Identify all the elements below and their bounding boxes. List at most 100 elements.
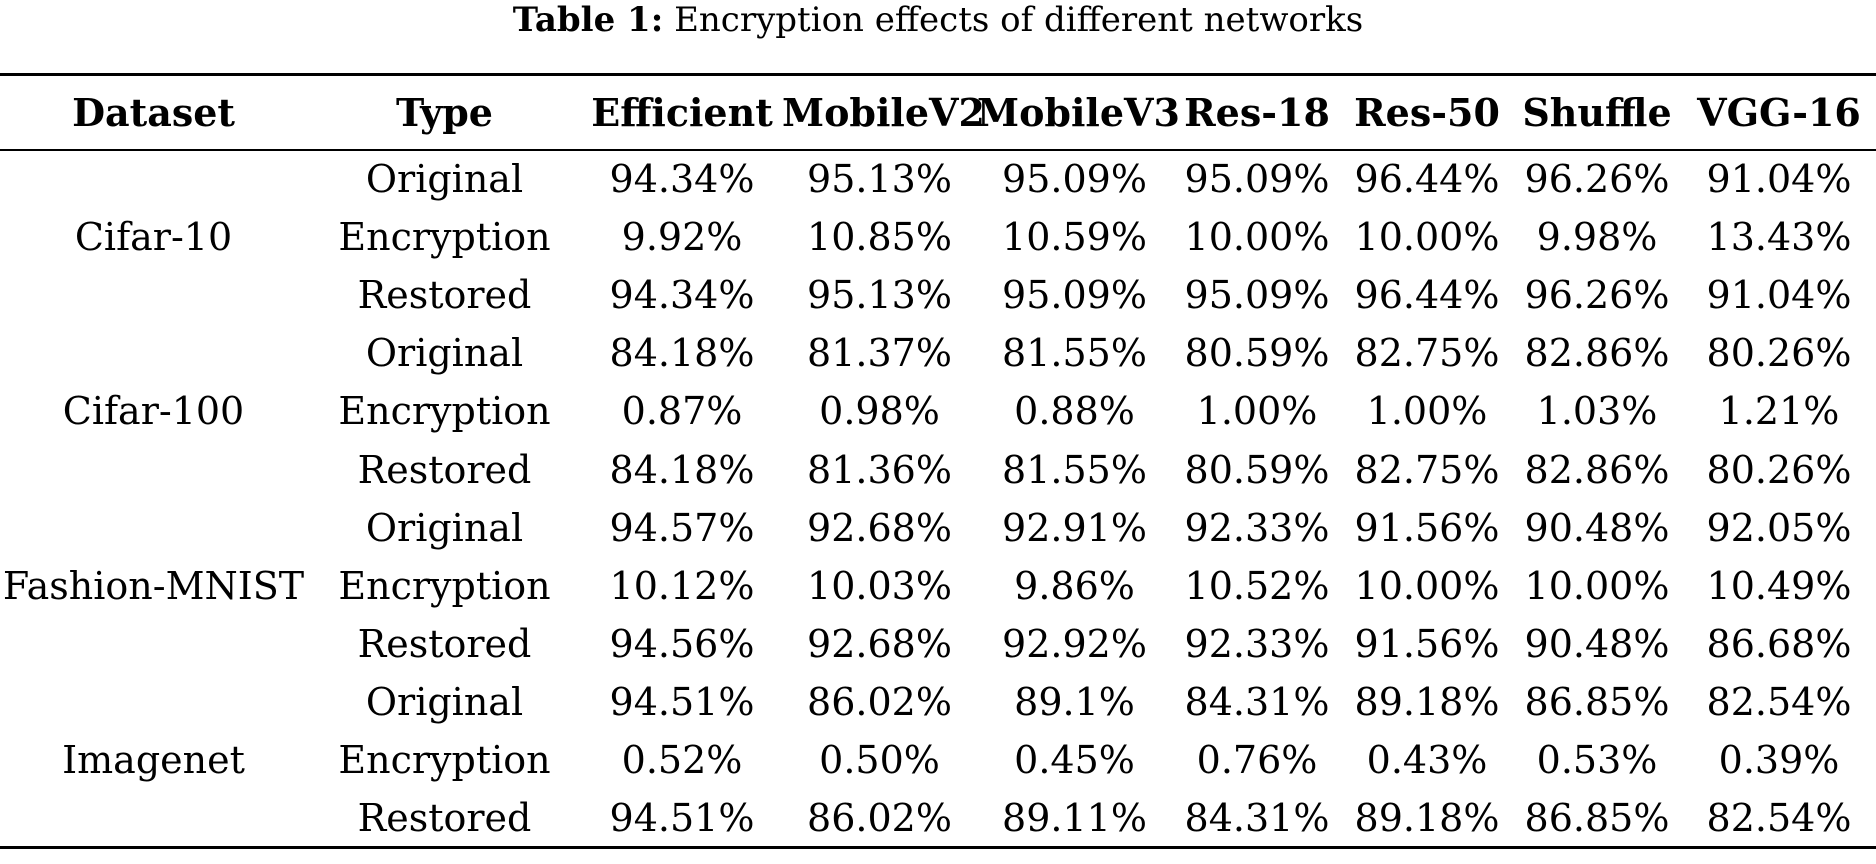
value-cell: 10.00%: [1184, 214, 1330, 259]
value-cell: 94.56%: [609, 622, 755, 667]
dataset-cell: Cifar-10: [74, 214, 233, 259]
table-row: Cifar-100 Encryption 0.87% 0.98% 0.88% 1.00% 1…: [0, 382, 1876, 440]
value-cell: 10.00%: [1354, 214, 1500, 259]
value-cell: 86.02%: [807, 680, 952, 725]
value-cell: 86.85%: [1512, 789, 1682, 850]
dataset-cell: [0, 499, 307, 557]
table-row: Original 84.18% 81.37% 81.55% 80.59% 82.75% 82…: [0, 324, 1876, 382]
dataset-cell: [0, 266, 307, 324]
value-cell: 10.03%: [807, 563, 952, 608]
type-cell: Original: [365, 505, 524, 550]
value-cell: 10.52%: [1184, 563, 1330, 608]
value-cell: 89.11%: [977, 789, 1172, 850]
value-cell: 94.51%: [609, 680, 755, 725]
value-cell: 9.98%: [1536, 214, 1658, 259]
value-cell: 96.26%: [1524, 272, 1670, 317]
header-cell-res-50: Res-50: [1342, 73, 1512, 151]
header-cell-res-18: Res-18: [1172, 73, 1342, 151]
value-cell: 0.87%: [621, 389, 743, 434]
value-cell: 82.86%: [1524, 331, 1670, 376]
type-cell: Encryption: [338, 389, 551, 434]
value-cell: 82.86%: [1524, 447, 1670, 492]
value-cell: 89.18%: [1342, 789, 1512, 850]
value-cell: 96.44%: [1354, 272, 1500, 317]
value-cell: 94.34%: [609, 157, 755, 202]
table-row: Cifar-10 Encryption 9.92% 10.85% 10.59% 10.00…: [0, 208, 1876, 266]
value-cell: 95.09%: [1184, 157, 1330, 202]
dataset-cell: [0, 324, 307, 382]
value-cell: 94.34%: [609, 272, 755, 317]
dataset-cell: Fashion-MNIST: [2, 563, 305, 608]
value-cell: 10.85%: [807, 214, 952, 259]
value-cell: 9.92%: [621, 214, 743, 259]
type-cell: Original: [365, 331, 524, 376]
value-cell: 92.05%: [1706, 505, 1852, 550]
table-row: Original 94.34% 95.13% 95.09% 95.09% 96.44% 96…: [0, 150, 1876, 208]
value-cell: 82.54%: [1682, 789, 1876, 850]
dataset-cell: [0, 673, 307, 731]
value-cell: 0.39%: [1718, 738, 1840, 783]
value-cell: 92.33%: [1184, 622, 1330, 667]
value-cell: 10.12%: [609, 563, 755, 608]
value-cell: 92.92%: [1002, 622, 1147, 667]
table-row: Restored 94.34% 95.13% 95.09% 95.09% 96.44% 96…: [0, 266, 1876, 324]
value-cell: 81.37%: [807, 331, 952, 376]
header-cell-dataset: Dataset: [0, 73, 307, 151]
value-cell: 91.04%: [1706, 157, 1852, 202]
value-cell: 80.59%: [1184, 447, 1330, 492]
value-cell: 13.43%: [1706, 214, 1852, 259]
value-cell: 10.00%: [1524, 563, 1670, 608]
results-table: Dataset Type Efficient MobileV2 MobileV3…: [0, 73, 1876, 850]
value-cell: 91.56%: [1354, 505, 1500, 550]
header-cell-efficient: Efficient: [582, 73, 782, 151]
value-cell: 1.21%: [1718, 389, 1840, 434]
value-cell: 84.31%: [1184, 680, 1330, 725]
value-cell: 95.09%: [1002, 272, 1147, 317]
table-row: Fashion-MNIST Encryption 10.12% 10.03% 9.86%…: [0, 557, 1876, 615]
value-cell: 1.03%: [1536, 389, 1658, 434]
header-cell-type: Type: [307, 73, 582, 151]
table-body: Original 94.34% 95.13% 95.09% 95.09% 96.44% 96…: [0, 150, 1876, 850]
value-cell: 86.68%: [1706, 622, 1852, 667]
value-cell: 0.53%: [1536, 738, 1658, 783]
value-cell: 0.45%: [1014, 738, 1135, 783]
table-row: Original 94.57% 92.68% 92.91% 92.33% 91.56% 90…: [0, 499, 1876, 557]
value-cell: 80.26%: [1706, 331, 1852, 376]
value-cell: 91.04%: [1706, 272, 1852, 317]
table-row: Restored 84.18% 81.36% 81.55% 80.59% 82.75% 82…: [0, 440, 1876, 498]
value-cell: 82.75%: [1354, 331, 1500, 376]
value-cell: 10.00%: [1354, 563, 1500, 608]
value-cell: 81.55%: [1002, 331, 1147, 376]
value-cell: 10.49%: [1706, 563, 1852, 608]
header-cell-vgg-16: VGG-16: [1682, 73, 1876, 151]
value-cell: 90.48%: [1524, 505, 1670, 550]
table-caption: Table 1: Encryption effects of different…: [0, 0, 1876, 44]
type-cell: Restored: [357, 272, 532, 317]
value-cell: 91.56%: [1354, 622, 1500, 667]
dataset-cell: [0, 440, 307, 498]
value-cell: 86.02%: [782, 789, 977, 850]
value-cell: 81.55%: [1002, 447, 1147, 492]
value-cell: 80.26%: [1706, 447, 1852, 492]
header-row: Dataset Type Efficient MobileV2 MobileV3…: [0, 73, 1876, 151]
value-cell: 9.86%: [1014, 563, 1135, 608]
value-cell: 82.75%: [1354, 447, 1500, 492]
value-cell: 94.51%: [582, 789, 782, 850]
value-cell: 96.26%: [1524, 157, 1670, 202]
value-cell: 1.00%: [1366, 389, 1488, 434]
value-cell: 92.33%: [1184, 505, 1330, 550]
type-cell: Original: [365, 680, 524, 725]
value-cell: 84.18%: [609, 447, 755, 492]
value-cell: 92.91%: [1002, 505, 1147, 550]
value-cell: 92.68%: [807, 622, 952, 667]
header-cell-shuffle: Shuffle: [1512, 73, 1682, 151]
value-cell: 0.50%: [819, 738, 940, 783]
value-cell: 84.31%: [1172, 789, 1342, 850]
value-cell: 95.13%: [807, 157, 952, 202]
dataset-cell: [0, 789, 307, 850]
value-cell: 90.48%: [1524, 622, 1670, 667]
dataset-cell: Imagenet: [62, 738, 245, 783]
value-cell: 0.88%: [1014, 389, 1135, 434]
table-caption-label: Table 1:: [512, 0, 664, 40]
